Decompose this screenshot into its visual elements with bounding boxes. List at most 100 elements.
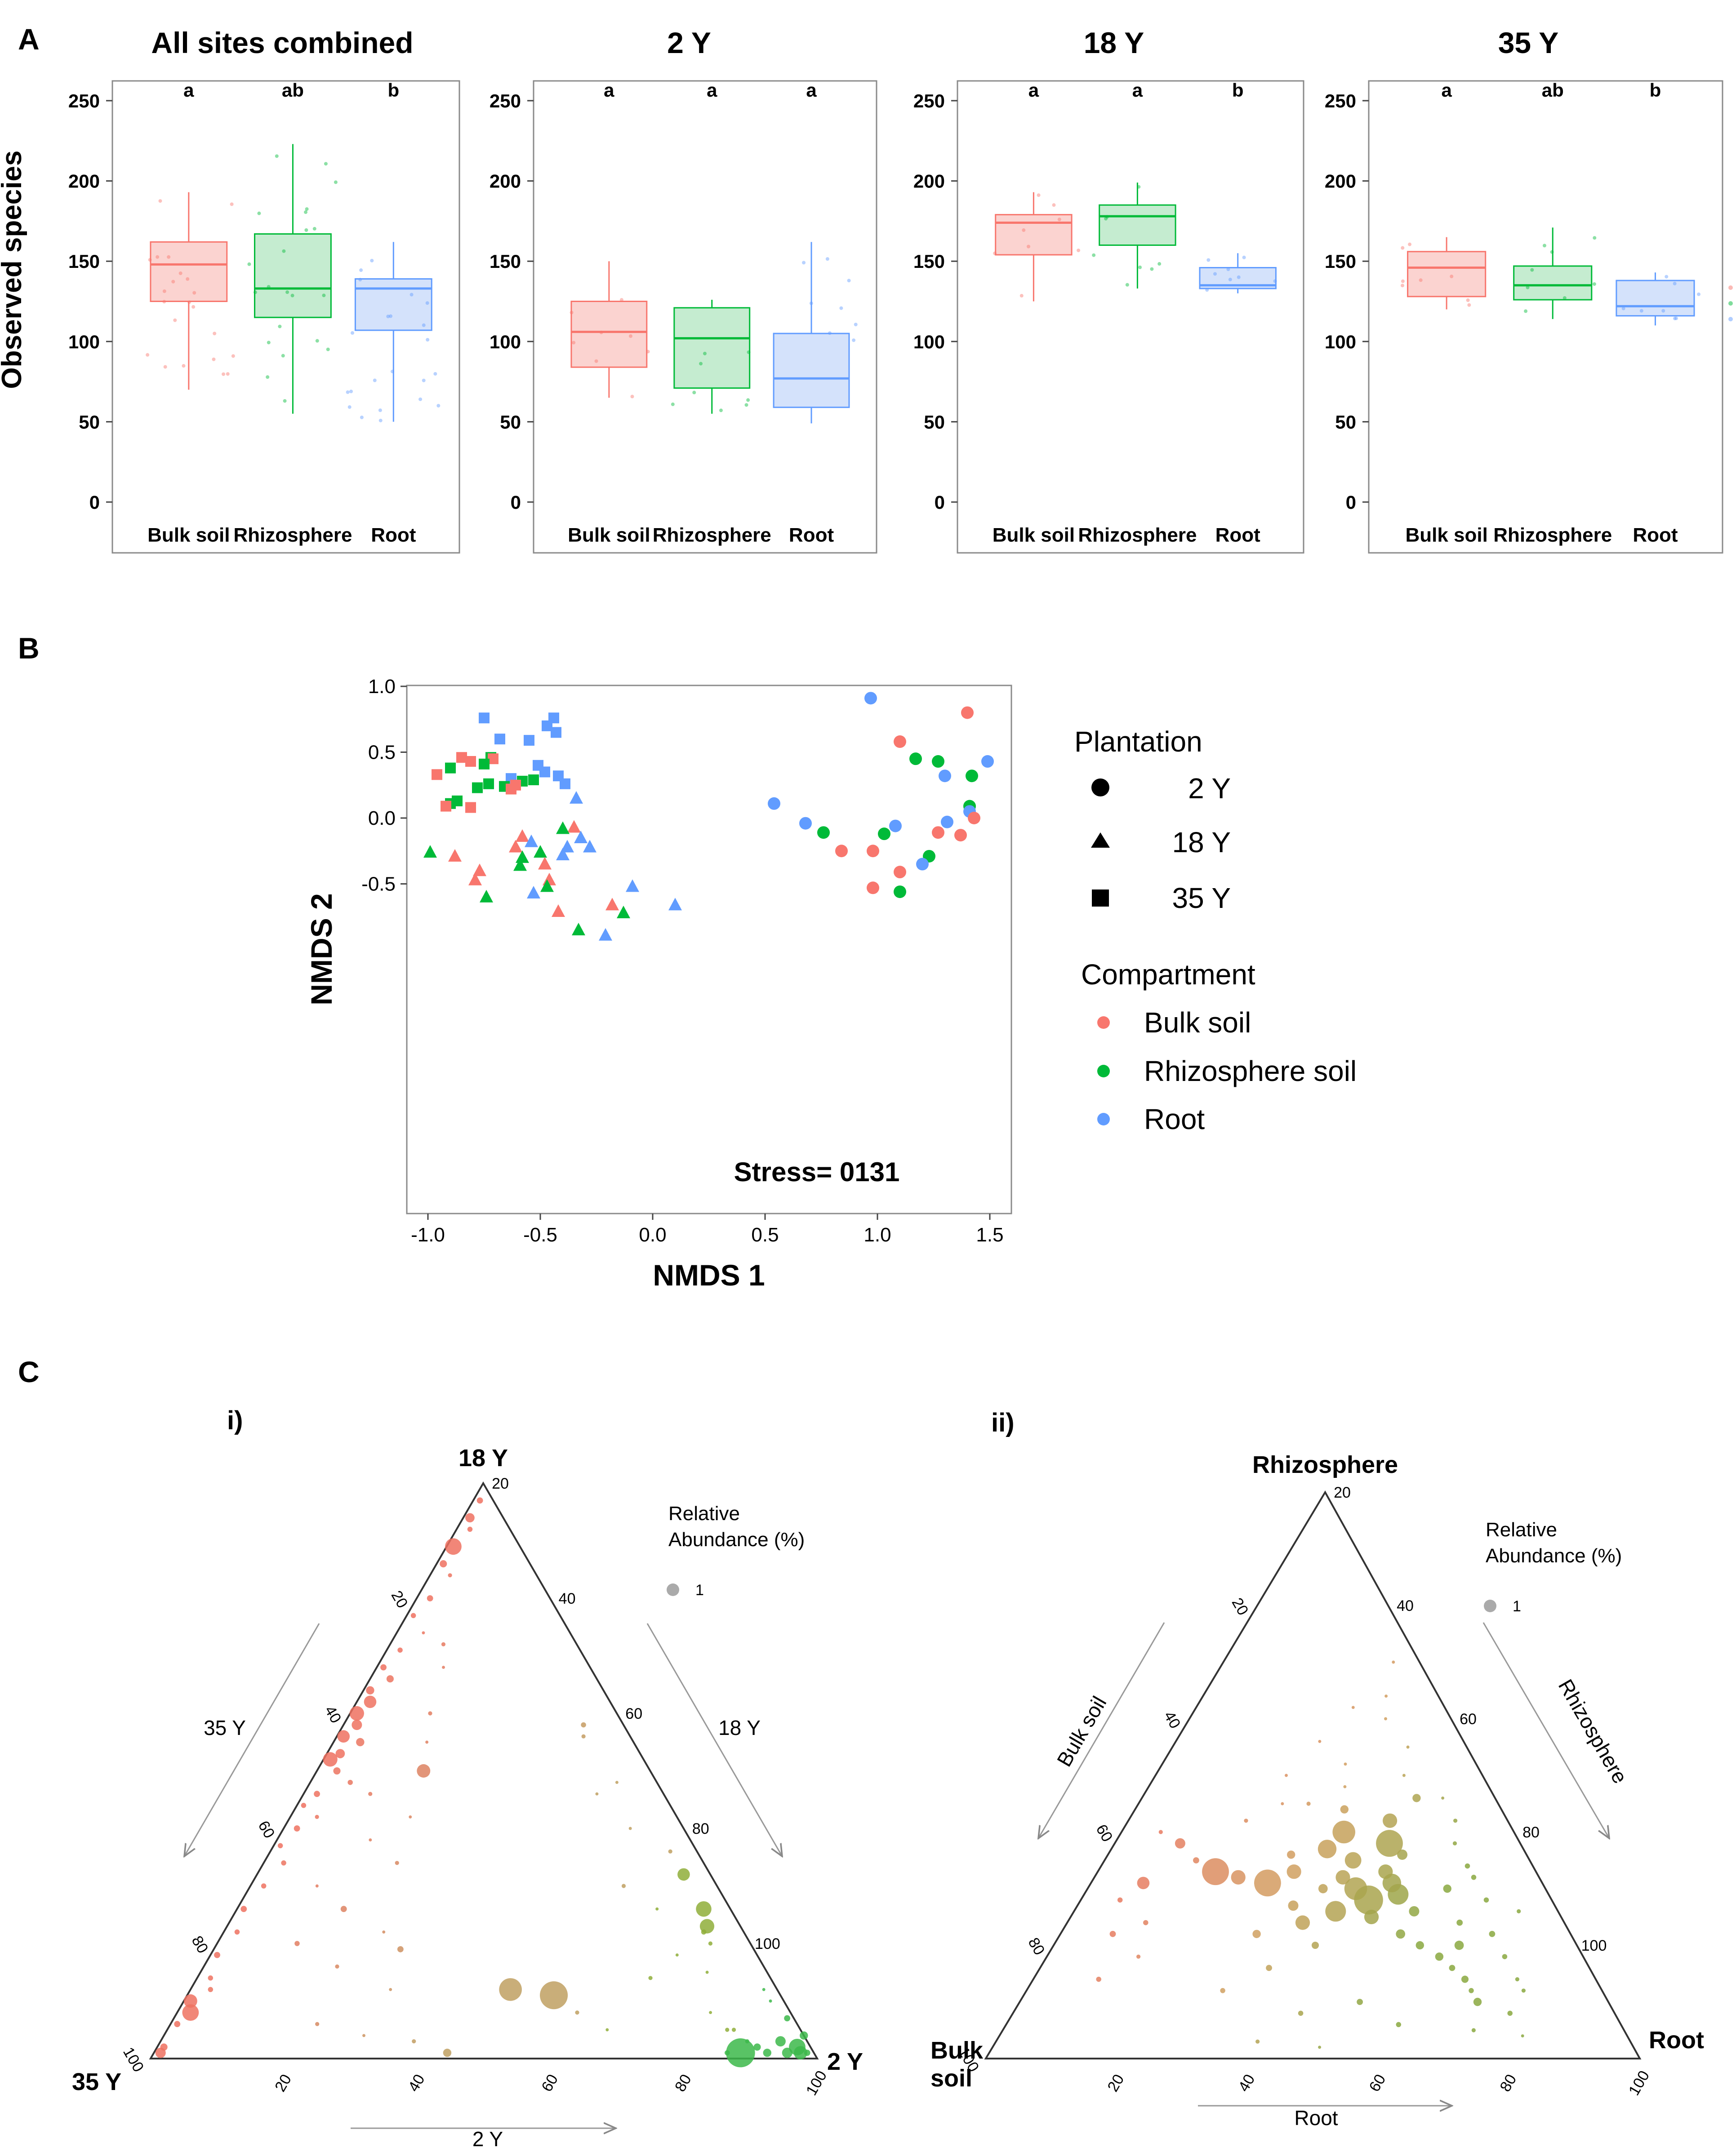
- y-tick-label: 50: [500, 411, 521, 432]
- jitter-point: [1273, 279, 1277, 283]
- jitter-point: [418, 397, 423, 401]
- box-iqr: [150, 241, 228, 302]
- nmds-point-2y: [939, 769, 951, 783]
- ternary-point: [356, 1738, 365, 1747]
- ternary-point: [784, 2015, 791, 2022]
- ternary-point: [335, 1964, 339, 1969]
- jitter-point: [703, 351, 707, 356]
- corner-label-left: 35 Y: [72, 2068, 121, 2095]
- x-tick-label: 1.0: [864, 1224, 891, 1246]
- ternary-point: [793, 2046, 807, 2060]
- x-tick-label: -1.0: [411, 1224, 445, 1246]
- significance-letter: a: [707, 80, 717, 101]
- right-axis-tick: 100: [1581, 1937, 1607, 1954]
- jitter-point: [1665, 275, 1669, 279]
- ternary-point: [448, 1573, 452, 1578]
- legend-size-value: 1: [695, 1582, 704, 1599]
- nmds-point-18y: [556, 848, 570, 861]
- y-tick-label: 150: [1325, 251, 1356, 272]
- ternary-point: [1473, 1997, 1482, 2006]
- jitter-point: [572, 341, 576, 345]
- x-tick-label: -0.5: [523, 1224, 557, 1246]
- jitter-point: [282, 249, 286, 253]
- jitter-point: [1592, 282, 1596, 286]
- ternary-point: [1137, 1877, 1150, 1890]
- left-axis-tick: 40: [1161, 1708, 1184, 1732]
- ternary-point: [281, 1860, 286, 1866]
- jitter-point: [267, 285, 271, 289]
- y-tick-label: 0.0: [368, 807, 396, 829]
- ternary-point: [261, 1883, 267, 1889]
- jitter-point: [373, 378, 377, 382]
- y-tick-label: 150: [490, 251, 521, 272]
- ternary-point: [428, 1711, 432, 1716]
- jitter-point: [257, 211, 261, 215]
- nmds-point-35y: [539, 766, 550, 778]
- bottom-axis-tick: 20: [1104, 2072, 1128, 2095]
- ternary-point: [696, 1901, 712, 1917]
- jitter-point: [1697, 292, 1701, 296]
- y-tick-label: 50: [924, 411, 945, 432]
- jitter-point: [326, 347, 330, 351]
- ternary-point: [1384, 1717, 1387, 1721]
- jitter-point: [346, 390, 350, 394]
- jitter-point: [231, 354, 235, 358]
- ternary-point: [1318, 2046, 1322, 2049]
- jitter-point: [389, 314, 393, 318]
- ternary-point: [1136, 1954, 1141, 1959]
- clipped-legend-mark: [1728, 301, 1733, 306]
- ternary-point: [362, 2034, 365, 2037]
- right-axis-tick: 80: [692, 1820, 709, 1837]
- ternary-point: [615, 1781, 619, 1784]
- nmds-point-2y: [864, 692, 877, 705]
- box-iqr: [1407, 251, 1487, 298]
- jitter-point: [173, 318, 177, 322]
- ternary-point: [1364, 1909, 1379, 1925]
- bottom-axis-tick: 100: [1625, 2068, 1653, 2098]
- x-category-label: Bulk soil: [147, 524, 230, 546]
- nmds-point-2y: [878, 827, 890, 841]
- jitter-point: [305, 207, 309, 211]
- ternary-point: [410, 1613, 416, 1619]
- ternary-point: [1298, 2010, 1304, 2016]
- ternary-point: [1143, 1920, 1148, 1926]
- relative-abundance-legend-title: Relative: [1486, 1519, 1557, 1541]
- jitter-point: [312, 227, 316, 231]
- nmds-point-35y: [472, 782, 483, 793]
- boxplot-title: All sites combined: [151, 26, 413, 59]
- nmds-point-2y: [894, 735, 906, 748]
- ternary-point: [1435, 1952, 1444, 1961]
- legend-triangle-marker: [1091, 832, 1110, 848]
- ternary-point: [1456, 1919, 1463, 1926]
- boxplot-title: 35 Y: [1498, 26, 1559, 59]
- ternary-point: [1517, 1909, 1521, 1913]
- jitter-point: [163, 365, 167, 369]
- right-axis-tick: 80: [1522, 1824, 1540, 1841]
- x-category-label: Rhizosphere: [1078, 524, 1197, 546]
- left-axis-arrow: [1038, 1622, 1165, 1838]
- left-axis-title: Bulk soil: [1052, 1692, 1111, 1770]
- significance-letter: a: [1441, 80, 1452, 101]
- y-tick-label: 0: [511, 492, 521, 513]
- box-iqr: [773, 333, 850, 408]
- jitter-point: [171, 280, 175, 284]
- right-axis-tick: 20: [1334, 1484, 1351, 1501]
- nmds-point-18y: [468, 872, 482, 885]
- ternary-point: [337, 1730, 350, 1743]
- ternary-point: [677, 1868, 690, 1881]
- y-tick-label: 250: [1325, 90, 1356, 111]
- y-tick-label: 0.5: [368, 742, 396, 764]
- ternary-point: [347, 1779, 353, 1785]
- x-category-label: Root: [371, 524, 416, 546]
- nmds-point-18y: [534, 845, 547, 858]
- ternary-point: [214, 1952, 220, 1958]
- jitter-point: [1228, 277, 1232, 281]
- ternary-point: [340, 1906, 347, 1912]
- ternary-point: [294, 1941, 300, 1946]
- ternary-point: [1311, 1941, 1319, 1949]
- y-tick-label: 150: [913, 251, 945, 272]
- ternary-point: [726, 2038, 755, 2068]
- bottom-axis-tick: 40: [1235, 2072, 1259, 2095]
